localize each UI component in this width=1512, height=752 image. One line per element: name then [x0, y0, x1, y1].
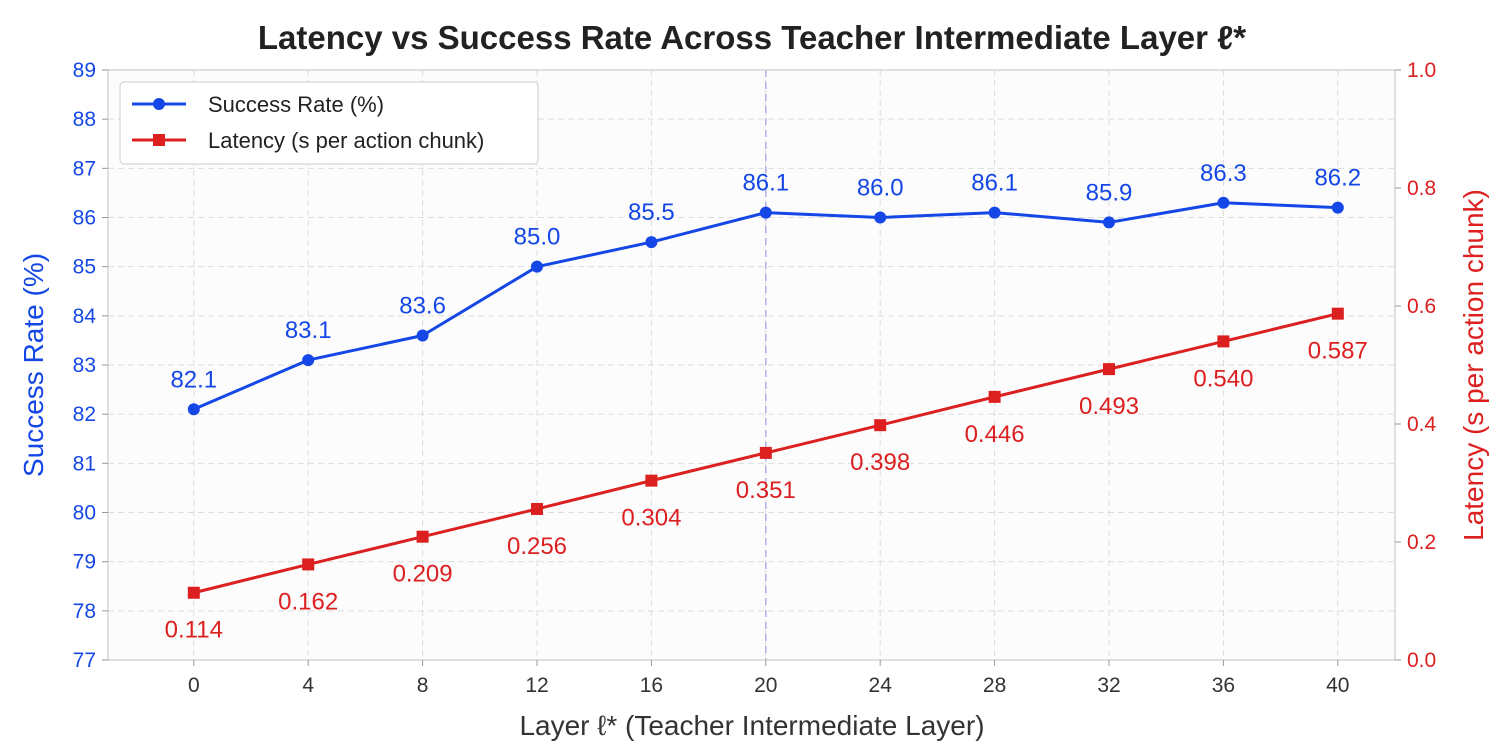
success-rate-point — [1103, 216, 1115, 229]
success-rate-data-label: 85.9 — [1086, 179, 1133, 206]
success-rate-point — [759, 206, 772, 219]
y-right-tick-label: 0.2 — [1407, 531, 1436, 554]
y-left-tick-label: 83 — [73, 354, 96, 377]
success-rate-data-label: 86.1 — [971, 170, 1018, 197]
success-rate-point — [416, 329, 429, 342]
legend-box — [119, 81, 539, 165]
success-rate-data-label: 86.2 — [1314, 165, 1361, 192]
success-rate-point — [874, 211, 887, 224]
latency-data-label: 0.304 — [621, 505, 681, 532]
latency-data-label: 0.209 — [393, 561, 453, 588]
latency-data-label: 0.398 — [850, 449, 910, 476]
x-tick-label: 0 — [188, 674, 200, 697]
success-rate-point — [988, 206, 1001, 219]
legend-label-success: Success Rate (%) — [208, 92, 384, 117]
latency-point — [1217, 335, 1230, 348]
series-layer: 82.1 83.1 83.6 85.0 85.5 86.1 86.0 86.1 85.9 86.3… — [165, 160, 1368, 644]
x-tick-label: 8 — [417, 674, 429, 697]
y-left-tick-label: 81 — [73, 452, 96, 475]
y-left-tick-label: 78 — [73, 600, 96, 623]
latency-point — [302, 558, 315, 571]
legend: Success Rate (%) Latency (s per action c… — [119, 81, 539, 165]
latency-point — [1103, 363, 1115, 376]
success-rate-data-label: 86.3 — [1200, 160, 1247, 187]
success-rate-data-label: 85.0 — [514, 224, 561, 251]
success-rate-point — [187, 403, 200, 416]
y-right-tick-label: 1.0 — [1407, 59, 1436, 82]
y-left-tick-label: 82 — [73, 403, 96, 426]
x-tick-label: 40 — [1326, 674, 1349, 697]
y-axis-right: 0.0 0.2 0.4 0.6 0.8 1.0 — [1395, 59, 1437, 672]
success-rate-data-label: 83.6 — [399, 293, 446, 320]
success-rate-point — [531, 260, 543, 273]
success-rate-point — [1331, 201, 1344, 214]
x-tick-label: 4 — [302, 674, 314, 697]
latency-data-label: 0.587 — [1308, 338, 1368, 365]
x-tick-label: 28 — [983, 674, 1006, 697]
y-left-tick-label: 80 — [73, 502, 96, 525]
x-axis: 0 4 8 12 16 20 24 28 32 36 40 — [188, 660, 1349, 697]
latency-data-label: 0.256 — [507, 533, 567, 560]
y-axis-right-label: Latency (s per action chunk) — [1458, 189, 1489, 541]
latency-data-label: 0.540 — [1193, 365, 1253, 392]
success-rate-data-label: 83.1 — [285, 317, 332, 344]
success-rate-data-label: 85.5 — [628, 199, 675, 226]
x-tick-label: 32 — [1097, 674, 1120, 697]
latency-point — [759, 446, 772, 459]
x-tick-label: 16 — [640, 674, 663, 697]
x-tick-label: 36 — [1212, 674, 1235, 697]
legend-marker-success — [153, 98, 165, 110]
success-rate-point — [1217, 196, 1230, 209]
y-left-tick-label: 85 — [73, 256, 96, 279]
latency-point — [416, 530, 429, 543]
success-rate-data-label: 86.0 — [857, 175, 904, 202]
latency-data-label: 0.493 — [1079, 393, 1139, 420]
x-tick-label: 20 — [754, 674, 777, 697]
y-axis-left: 77 78 79 80 81 82 83 84 85 86 87 88 89 — [73, 59, 108, 672]
latency-point — [645, 474, 658, 487]
legend-label-latency: Latency (s per action chunk) — [208, 128, 484, 153]
latency-point — [531, 502, 543, 515]
chart-title: Latency vs Success Rate Across Teacher I… — [258, 19, 1246, 56]
y-right-tick-label: 0.8 — [1407, 177, 1436, 200]
success-rate-data-label: 86.1 — [742, 170, 789, 197]
x-axis-label: Layer ℓ* (Teacher Intermediate Layer) — [519, 710, 984, 741]
success-rate-point — [645, 236, 658, 249]
x-tick-label: 24 — [869, 674, 893, 697]
latency-data-label: 0.351 — [736, 477, 796, 504]
latency-point — [988, 390, 1001, 403]
success-rate-data-label: 82.1 — [170, 366, 217, 393]
y-right-tick-label: 0.6 — [1407, 295, 1436, 318]
y-left-tick-label: 86 — [73, 207, 96, 230]
x-tick-label: 12 — [525, 674, 548, 697]
latency-data-label: 0.114 — [165, 617, 223, 644]
latency-point — [1331, 307, 1344, 320]
y-left-tick-label: 88 — [73, 108, 96, 131]
y-right-tick-label: 0.0 — [1407, 649, 1436, 672]
y-axis-left-label: Success Rate (%) — [18, 253, 49, 477]
latency-point — [874, 419, 887, 432]
y-right-tick-label: 0.4 — [1407, 413, 1437, 436]
y-left-tick-label: 87 — [73, 157, 96, 180]
y-left-tick-label: 79 — [73, 551, 96, 574]
latency-data-label: 0.446 — [965, 421, 1025, 448]
latency-data-label: 0.162 — [278, 588, 338, 615]
y-left-tick-label: 84 — [73, 305, 97, 328]
y-left-tick-label: 77 — [73, 649, 96, 672]
legend-marker-latency — [153, 134, 165, 146]
latency-point — [187, 586, 200, 599]
success-rate-point — [302, 354, 315, 367]
y-left-tick-label: 89 — [73, 59, 96, 82]
